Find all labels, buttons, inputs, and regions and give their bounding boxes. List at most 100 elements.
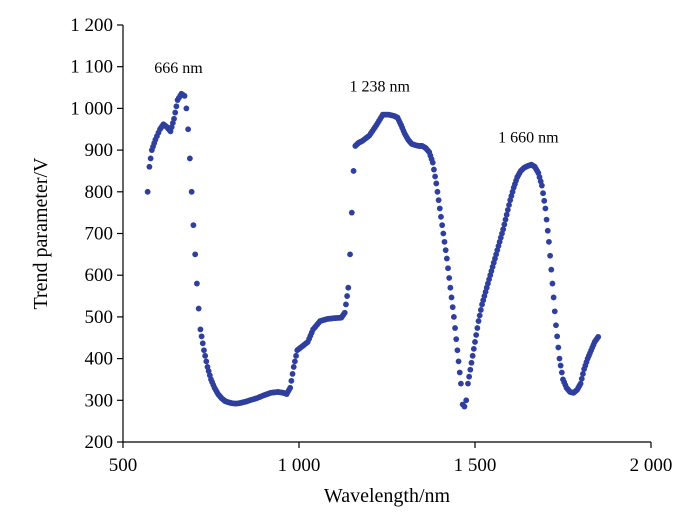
y-tick-label: 400 (85, 349, 114, 370)
data-point (477, 307, 484, 313)
data-point (473, 332, 480, 338)
data-point (188, 188, 195, 195)
data-point (195, 305, 202, 312)
data-point (540, 190, 546, 197)
data-point (453, 336, 460, 343)
data-point (501, 221, 508, 228)
data-point (198, 333, 205, 340)
y-tick-label: 800 (85, 182, 114, 203)
y-tick-label: 1 100 (70, 57, 113, 78)
data-point (441, 238, 448, 245)
y-tick-label: 1 200 (70, 15, 113, 36)
data-point (447, 284, 454, 291)
peak-label: 1 660 nm (498, 130, 559, 147)
data-point (474, 325, 481, 331)
y-tick-label: 700 (85, 224, 114, 245)
data-point (432, 173, 439, 180)
data-point (452, 325, 458, 331)
x-tick-label: 1 500 (454, 455, 497, 476)
x-tick-label: 2 000 (630, 455, 673, 476)
data-point (173, 103, 180, 110)
data-point (468, 359, 475, 366)
data-point (553, 322, 559, 329)
y-tick-label: 1 000 (70, 98, 113, 119)
data-point (504, 206, 511, 213)
data-point (470, 345, 477, 352)
data-point (199, 340, 206, 347)
data-point (463, 397, 470, 404)
y-tick-label: 600 (85, 265, 114, 286)
data-point (347, 251, 353, 258)
y-tick-label: 500 (85, 307, 114, 328)
data-point (500, 226, 507, 233)
data-point (544, 227, 551, 234)
data-point (348, 209, 355, 216)
data-point (194, 280, 200, 287)
data-point (502, 216, 509, 223)
data-point (341, 309, 348, 316)
x-tick-label: 500 (109, 455, 138, 476)
data-point (475, 318, 482, 324)
data-point (595, 334, 602, 340)
data-point (557, 362, 564, 369)
data-point (538, 182, 545, 189)
data-point (549, 280, 556, 287)
data-point (454, 347, 461, 354)
data-point (190, 222, 197, 229)
data-point (171, 115, 177, 122)
data-point (197, 326, 204, 333)
data-point (147, 155, 154, 162)
data-point (440, 230, 447, 237)
data-point (288, 377, 295, 384)
data-point (556, 355, 563, 362)
data-point (506, 202, 512, 208)
peak-label: 1 238 nm (350, 78, 411, 95)
data-point (449, 304, 456, 311)
y-tick-label: 300 (85, 390, 114, 411)
data-point (577, 380, 584, 387)
data-point (466, 373, 473, 380)
data-point (446, 275, 453, 281)
data-point (438, 213, 444, 220)
data-point (442, 247, 449, 254)
data-point (202, 352, 209, 359)
data-point (350, 168, 357, 174)
y-tick-label: 200 (85, 432, 114, 453)
data-point (547, 252, 553, 259)
data-point (289, 370, 296, 377)
data-point (578, 375, 585, 382)
data-point (476, 312, 483, 319)
x-axis-label: Wavelength/nm (324, 485, 451, 507)
data-point (555, 344, 562, 351)
data-point (461, 403, 468, 410)
data-point (429, 159, 436, 166)
data-point (469, 352, 476, 359)
data-point (287, 384, 294, 391)
data-point (203, 358, 210, 365)
data-point (435, 197, 442, 204)
data-point (458, 380, 464, 387)
x-tick-label: 1 000 (278, 455, 321, 476)
data-point (192, 251, 199, 258)
data-points (144, 90, 602, 410)
data-point (291, 358, 298, 365)
data-point (551, 308, 558, 315)
y-axis-label: Trend parameter/V (30, 157, 52, 310)
data-point (433, 180, 440, 187)
data-point (445, 265, 451, 272)
data-point (546, 238, 552, 245)
data-point (443, 255, 450, 262)
data-point (439, 222, 446, 229)
data-point (181, 92, 188, 99)
y-tick-label: 900 (85, 140, 114, 161)
data-point (465, 380, 471, 387)
peak-annotations: 666 nm 1 238 nm 1 660 nm (154, 60, 559, 147)
data-point (550, 294, 557, 301)
data-point (448, 294, 455, 301)
data-point (472, 339, 478, 345)
data-point (455, 358, 462, 365)
data-point (345, 284, 352, 291)
data-point (558, 369, 565, 376)
data-point (146, 163, 153, 170)
